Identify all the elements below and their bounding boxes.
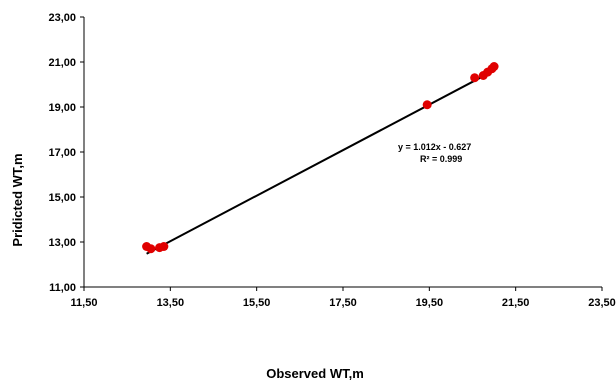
data-point <box>489 62 499 71</box>
x-tick-label: 23,50 <box>588 297 616 309</box>
data-points <box>142 62 499 254</box>
data-point <box>422 100 432 110</box>
x-tick-label: 19,50 <box>416 297 444 309</box>
x-tick-label: 17,50 <box>329 297 357 309</box>
y-tick-label: 23,00 <box>48 12 76 24</box>
trendline <box>146 69 495 255</box>
y-tick-label: 19,00 <box>48 102 76 114</box>
data-point <box>159 242 169 251</box>
data-point <box>470 73 480 83</box>
x-axis-title: Observed WT,m <box>266 366 364 381</box>
equation-label: y = 1.012x - 0.627 <box>398 142 471 152</box>
y-tick-label: 15,00 <box>48 192 76 204</box>
r-squared-label: R² = 0.999 <box>420 154 462 164</box>
y-tick-label: 13,00 <box>48 237 76 249</box>
y-axis-title: Pridicted WT,m <box>10 153 25 246</box>
x-ticks: 11,50 13,50 15,50 17,50 19,50 21,50 23,50 <box>71 287 616 309</box>
y-tick-label: 11,00 <box>49 282 76 294</box>
x-tick-label: 11,50 <box>71 297 98 309</box>
y-ticks: 11,00 13,00 15,00 17,00 19,00 21,00 23,00 <box>48 12 84 294</box>
data-point <box>146 244 156 254</box>
x-tick-label: 15,50 <box>243 297 271 309</box>
y-tick-label: 17,00 <box>48 147 76 159</box>
x-tick-label: 21,50 <box>502 297 530 309</box>
y-tick-label: 21,00 <box>48 57 76 69</box>
x-tick-label: 13,50 <box>157 297 185 309</box>
